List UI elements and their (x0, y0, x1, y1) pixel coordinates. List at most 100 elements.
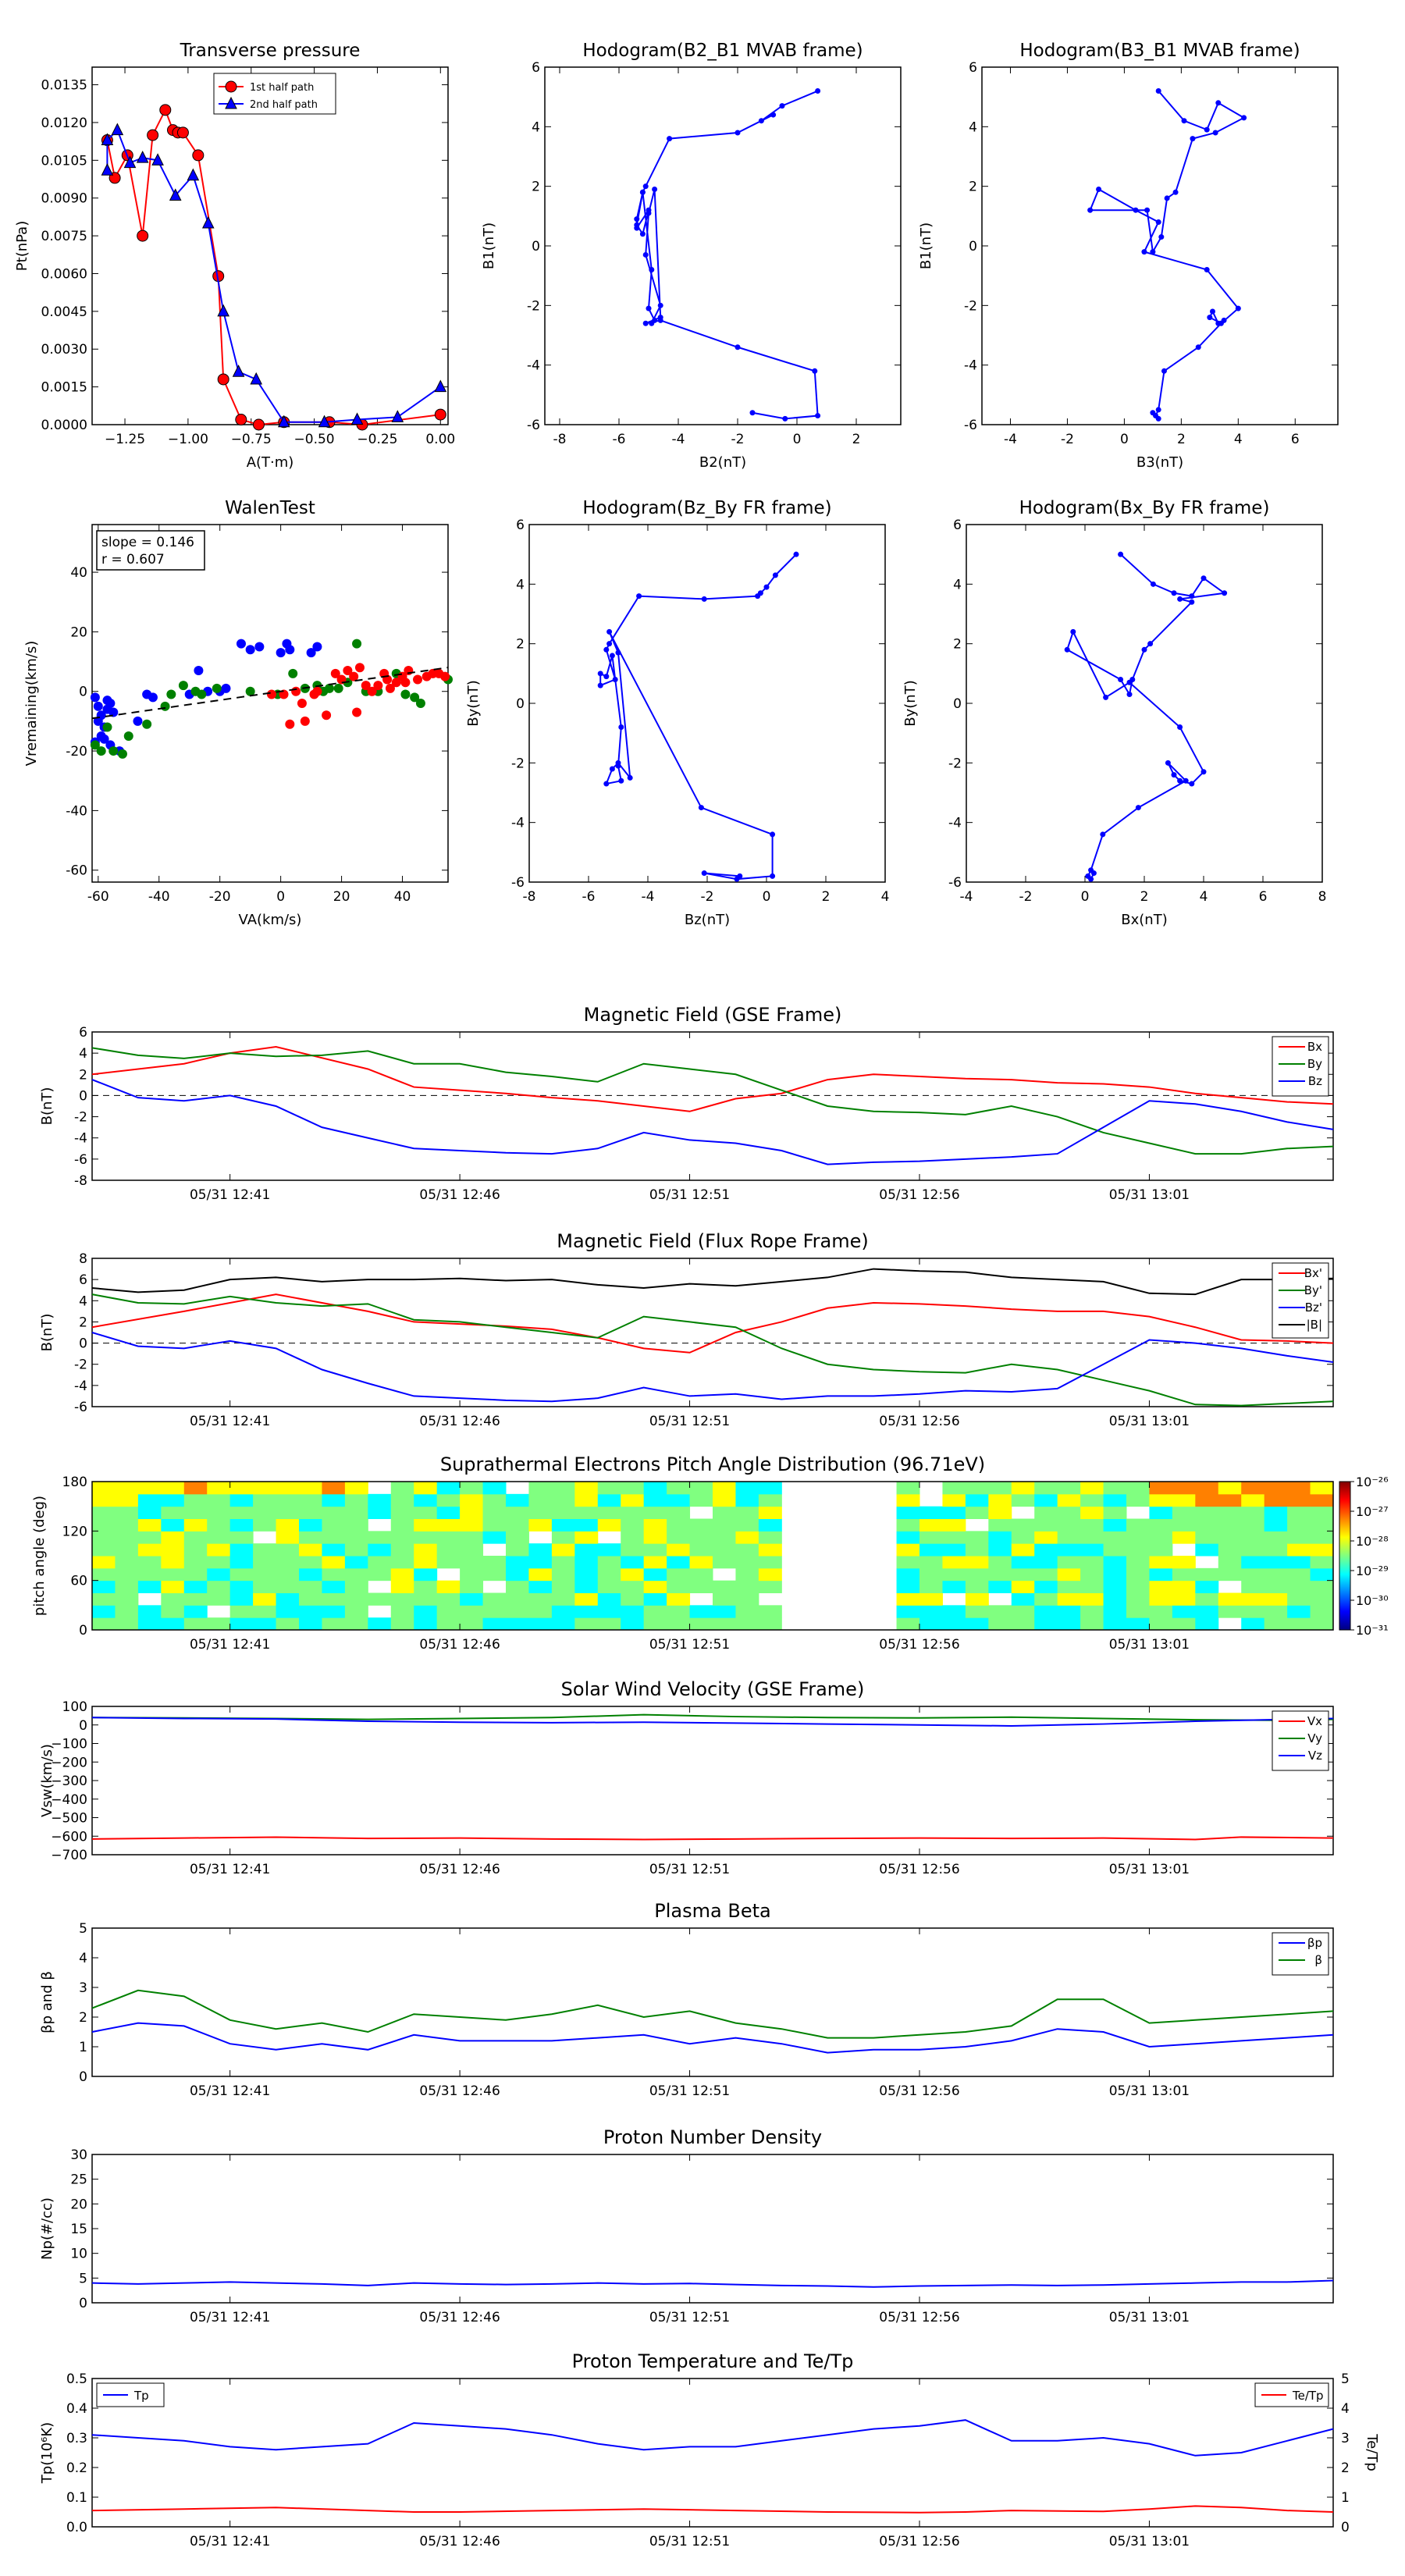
pad-cell (1034, 1518, 1058, 1532)
pad-cell (1011, 1518, 1035, 1532)
hodo_bxby-point (1118, 551, 1124, 557)
bfr-frame (91, 1258, 1334, 1407)
bfr-ytick-label: 6 (79, 1272, 87, 1288)
transverse_pressure-point (187, 168, 200, 181)
transverse_pressure-ytick-label: 0.0045 (41, 304, 87, 320)
transverse_pressure-xtick-label: 0.00 (425, 432, 455, 447)
vsw-ytick-label: 100 (62, 1699, 87, 1715)
hodo_bzby-point (603, 674, 610, 680)
pad-cell (735, 1531, 759, 1544)
hodo_b2b1-point (639, 189, 646, 195)
pad-cell (436, 1543, 461, 1557)
pad-cell (1264, 1482, 1288, 1495)
bgse-title: Magnetic Field (GSE Frame) (584, 1004, 842, 1026)
tp-ytick-right-label: 3 (1341, 2431, 1350, 2446)
beta-series-1-line (91, 1989, 1334, 2039)
pad-cell (1195, 1617, 1219, 1631)
hodo_b2b1-point (782, 415, 788, 422)
tp-ytick-label: 0.4 (66, 2401, 87, 2417)
hodo_b3b1-point (1207, 315, 1213, 321)
pad-cell (1126, 1493, 1150, 1507)
vsw-ytick-label: −700 (51, 1848, 87, 1863)
pad-cell (1126, 1556, 1150, 1569)
transverse_pressure-point (201, 215, 215, 229)
pad-cell (1218, 1482, 1242, 1495)
pad-cell (1034, 1580, 1058, 1593)
hodo_b2b1-point (657, 302, 663, 308)
pad-cell (344, 1617, 368, 1631)
pad-cell (183, 1493, 208, 1507)
pad-cell (713, 1617, 736, 1631)
hodo_bxby-xtick-label: 2 (1140, 889, 1149, 905)
pad-cell (667, 1482, 691, 1495)
pad-cell (414, 1617, 438, 1631)
pad-cell (942, 1556, 966, 1569)
walen-point (361, 681, 371, 691)
tp-ytick-label: 0.2 (66, 2460, 87, 2476)
pad-cell (276, 1617, 300, 1631)
pad-cell (92, 1592, 116, 1606)
bfr-legend-label: Bx' (1304, 1266, 1322, 1280)
bfr-series-3-line (91, 1268, 1334, 1296)
pad-cell (574, 1531, 599, 1544)
tp-ylabel-right: Te/Tp (1364, 2433, 1380, 2471)
pad-cell (1126, 1592, 1150, 1606)
transverse_pressure-point (147, 129, 159, 141)
bgse-xtick-label: 05/31 12:41 (190, 1187, 270, 1203)
transverse_pressure-legend-marker (225, 96, 237, 109)
hodo_b2b1-xlabel: B2(nT) (699, 454, 746, 471)
bgse-panel: Magnetic Field (GSE Frame) -8 -6 -4 -2 0 2 4 6 05… (39, 1004, 1334, 1203)
hodo_b3b1-xtick-label: 4 (1234, 432, 1243, 447)
pad-cell (115, 1617, 139, 1631)
pad-cell (183, 1567, 208, 1582)
pad-cell (137, 1617, 162, 1631)
pad-cell (528, 1605, 553, 1618)
hodo_b3b1-point (1164, 195, 1170, 201)
pad-cell (344, 1592, 368, 1606)
pad-cell (322, 1567, 346, 1582)
hodo_b3b1-point (1215, 100, 1222, 106)
pad-cell (161, 1617, 185, 1631)
tp-xtick-label: 05/31 12:51 (649, 2534, 730, 2549)
pad-cell (735, 1493, 759, 1507)
hodo_bxby-xtick-label: -4 (960, 889, 973, 905)
pad-cell (597, 1592, 621, 1606)
tp-xtick-label: 05/31 12:41 (190, 2534, 270, 2549)
pad-cell (667, 1567, 691, 1582)
pad-cell (643, 1567, 667, 1582)
bfr-xtick-label: 05/31 12:41 (190, 1414, 270, 1429)
hodo_bxby-point (1147, 641, 1154, 647)
vsw-xtick-label: 05/31 12:56 (879, 1862, 959, 1877)
hodo_bzby-point (770, 831, 776, 838)
pad-cell (482, 1592, 507, 1606)
walen-xtick-label: -40 (148, 889, 170, 905)
pad-cell (597, 1617, 621, 1631)
pad-cell (229, 1482, 254, 1495)
pad-cell (161, 1580, 185, 1593)
walen-point (276, 648, 286, 658)
pad-cell (1149, 1543, 1173, 1557)
pad-cell (1126, 1605, 1150, 1618)
transverse_pressure-panel: Transverse pressure 0.0000 0.0015 0.0030 0.0… (14, 41, 455, 471)
pad-cell (1149, 1506, 1173, 1519)
pad-cell (460, 1617, 484, 1631)
pad-cell (436, 1605, 461, 1618)
pad-cell (460, 1518, 484, 1532)
transverse_pressure-point (192, 149, 205, 162)
hodo_bxby-point (1171, 772, 1177, 778)
bgse-xtick-label: 05/31 12:51 (649, 1187, 730, 1203)
walen-point (333, 683, 343, 693)
hodo_bxby-point (1150, 581, 1156, 587)
pad-cell (551, 1592, 575, 1606)
tp-ytick-label: 0.5 (66, 2371, 87, 2387)
pad-cell (643, 1617, 667, 1631)
hodo_bxby-point (1103, 694, 1109, 700)
pad-cell (1264, 1617, 1288, 1631)
pad-cell (1310, 1493, 1334, 1507)
bgse-ytick-label: -2 (74, 1110, 87, 1126)
beta-xtick-label: 05/31 12:56 (879, 2083, 959, 2099)
pad-cell (390, 1580, 414, 1593)
pad-cell (92, 1543, 116, 1557)
pad-cell (689, 1617, 713, 1631)
pad-cell (621, 1592, 645, 1606)
